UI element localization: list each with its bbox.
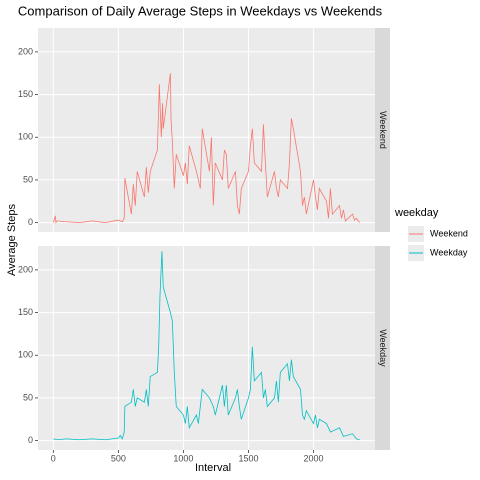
series-line [52, 73, 360, 224]
x-tick-label: 500 [111, 453, 126, 463]
y-tick-label: 0 [28, 217, 33, 227]
strip-text: Weekday [378, 329, 388, 367]
y-tick-label: 150 [18, 89, 33, 99]
x-axis-title: Interval [195, 462, 231, 474]
legend-label: Weekend [430, 228, 468, 238]
panel-background [38, 28, 375, 232]
y-tick-label: 200 [18, 264, 33, 274]
x-tick-label: 2000 [303, 453, 323, 463]
y-tick-label: 0 [28, 435, 33, 445]
strip [375, 246, 390, 450]
legend-label: Weekday [430, 247, 468, 257]
x-tick-label: 0 [51, 453, 56, 463]
chart-title: Comparison of Daily Average Steps in Wee… [18, 3, 383, 18]
y-axis-title: Average Steps [6, 204, 18, 276]
strip-text: Weekend [378, 111, 388, 149]
x-tick-label: 1500 [238, 453, 258, 463]
y-tick-label: 50 [23, 174, 33, 184]
y-tick-label: 100 [18, 350, 33, 360]
y-tick-label: 200 [18, 46, 33, 56]
strip [375, 28, 390, 232]
y-tick-label: 50 [23, 392, 33, 402]
panel-background [38, 246, 375, 450]
y-tick-label: 150 [18, 307, 33, 317]
series-line [53, 251, 360, 441]
x-tick-label: 1000 [173, 453, 193, 463]
legend-title: weekday [394, 207, 439, 219]
y-tick-label: 100 [18, 132, 33, 142]
